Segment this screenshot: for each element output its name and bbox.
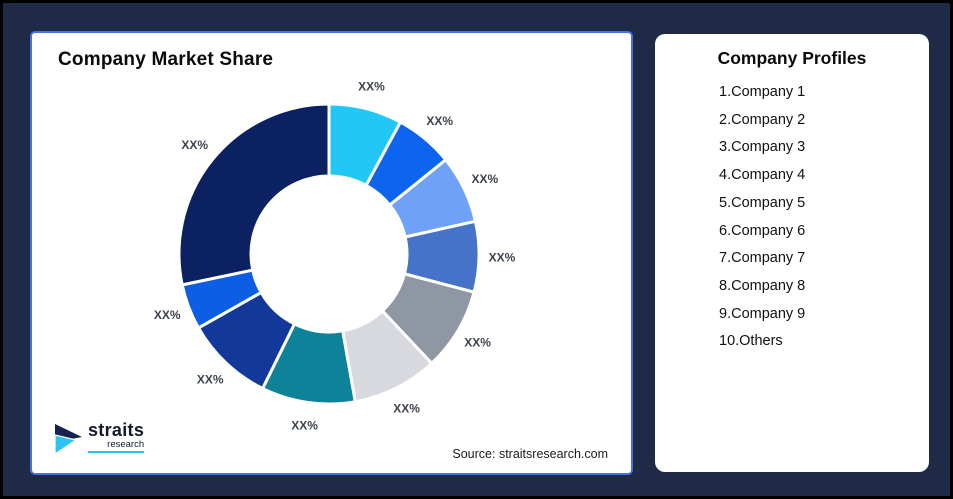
company-list-item: 10.Others [719,333,783,350]
company-list-item: 2.Company 2 [719,111,806,128]
donut-chart: XX% XX% XX% XX% XX% XX% XX% XX% XX% XX% [154,79,516,432]
straits-logo-icon [54,424,82,455]
company-list-item: 3.Company 3 [719,139,806,156]
slice-label-company-9: XX% [154,308,181,322]
chart-title: Company Market Share [58,49,274,70]
source-text: Source: straitsresearch.com [452,447,608,461]
slice-label-company-4: XX% [489,250,516,264]
slice-label-company-2: XX% [426,114,453,128]
market-share-card: Company Market Share XX% XX% XX% XX% XX% XX% X… [30,31,633,475]
straits-logo: straits research [53,420,145,455]
slice-label-company-3: XX% [471,172,498,186]
company-list-item: 5.Company 5 [719,194,806,211]
company-list-item: 9.Company 9 [719,305,806,322]
logo-subtitle: research [88,440,145,453]
company-list-item: 1.Company 1 [719,84,806,100]
slice-label-company-8: XX% [197,373,224,387]
company-list-item: 8.Company 8 [719,277,806,294]
slice-label-company-5: XX% [464,336,491,350]
company-list-item: 4.Company 4 [719,167,806,184]
company-list-item: 6.Company 6 [719,222,806,239]
company-list-item: 7.Company 7 [719,250,806,267]
slice-label-company-7: XX% [291,418,318,432]
straits-logo-text: straits research [88,420,145,453]
company-profiles-card: Company Profiles 1.Company 1 2.Company 2 3… [655,34,929,472]
slice-label-company-1: XX% [358,79,385,93]
donut-segment-others [177,102,331,287]
slice-label-company-6: XX% [393,402,420,416]
profiles-title: Company Profiles [717,48,867,68]
company-list: 1.Company 1 2.Company 2 3.Company 3 4.Compa… [655,79,929,356]
slice-label-others: XX% [181,138,208,152]
logo-name: straits [88,420,145,440]
